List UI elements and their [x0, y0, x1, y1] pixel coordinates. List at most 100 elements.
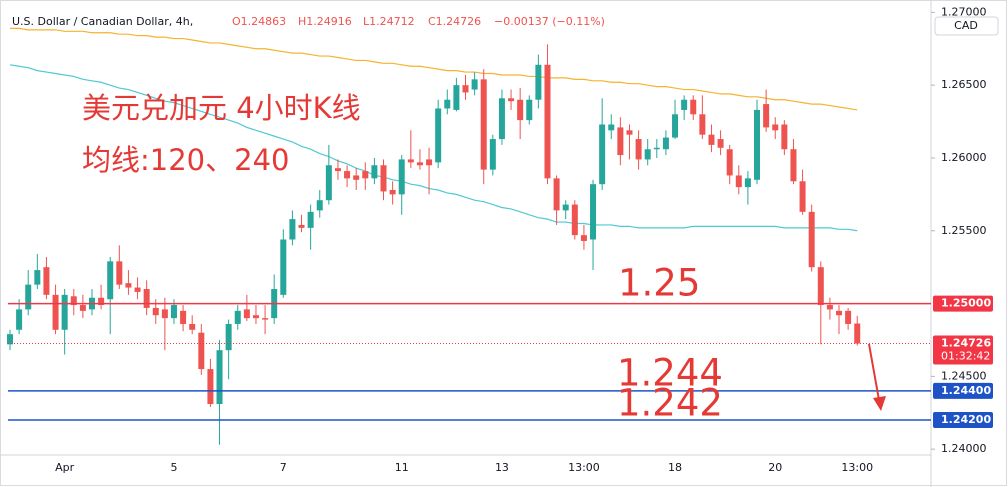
currency-box[interactable] [934, 16, 999, 36]
candle-body [763, 104, 770, 128]
x-tick-label: 13:00 [841, 461, 873, 474]
candle-body [608, 124, 615, 131]
x-tick-label: 20 [768, 461, 782, 474]
candle-body [161, 309, 168, 319]
x-tick-label: 13 [495, 461, 509, 474]
candle-body [371, 165, 378, 179]
moving-average-line [9, 64, 858, 232]
candle-body [262, 318, 269, 320]
candle-body [544, 64, 551, 179]
level-tag-label: 1.25000 [941, 297, 991, 310]
arrow-shaft [868, 343, 880, 401]
y-tick-label: 1.24000 [941, 442, 987, 455]
candle-body [125, 283, 132, 288]
candle-body [170, 305, 177, 319]
candle-body [672, 114, 679, 138]
axes: 1.24000 1.24500 1.25500 1.26000 1.26500 1.270… [55, 5, 993, 474]
candle-body [817, 267, 824, 306]
candle-body [553, 178, 560, 211]
candle-body [826, 305, 833, 310]
candle-body [590, 184, 597, 240]
candle-body [344, 171, 351, 179]
candle-body [289, 219, 296, 240]
candle-body [599, 124, 606, 185]
moving-average-line [10, 27, 858, 111]
candle-body [61, 294, 68, 330]
candle-body [462, 85, 469, 93]
candle-body [644, 149, 651, 160]
x-tick-label: 7 [280, 461, 287, 474]
candle-body [207, 369, 214, 405]
y-tick-label: 1.24500 [941, 369, 987, 382]
y-tick-label: 1.27000 [941, 5, 987, 18]
level-tag-label: 1.24200 [941, 413, 991, 426]
candle-body [107, 261, 114, 300]
candle-body [280, 239, 287, 295]
candle-body [380, 165, 387, 192]
candle-body [416, 162, 423, 166]
symbol-title: U.S. Dollar / Canadian Dollar, 4h, [12, 15, 193, 28]
candle-body [480, 79, 487, 170]
x-tick-label: 11 [395, 461, 409, 474]
candle-body [252, 315, 259, 319]
candle-body [580, 235, 587, 241]
candle-body [79, 305, 86, 311]
annotation: 均线:120、240 [82, 143, 289, 177]
arrow-head [873, 396, 886, 411]
candle-body [453, 85, 460, 110]
x-tick-label: 5 [170, 461, 177, 474]
candle-body [16, 309, 23, 330]
candle-body [808, 211, 815, 268]
candle-body [353, 175, 360, 180]
candle-body [508, 98, 515, 102]
candle-body [134, 287, 141, 292]
candle-body [7, 334, 13, 345]
candle-body [498, 98, 505, 140]
candle-body [426, 159, 433, 166]
candle-body [34, 270, 41, 285]
candle-body [435, 108, 442, 163]
candle-body [316, 200, 323, 211]
candle-body [116, 261, 123, 285]
candle-body [790, 149, 797, 182]
candle-body [799, 181, 806, 212]
candle-body [699, 114, 706, 135]
candle-body [362, 171, 369, 179]
candle-body [398, 159, 405, 195]
candle-body [334, 168, 341, 172]
candle-body [325, 165, 332, 201]
y-tick-label: 1.26000 [941, 151, 987, 164]
level-tag-label: 1.24400 [941, 384, 991, 397]
candle-body [152, 307, 159, 316]
candle-body [517, 99, 524, 121]
change-value: −0.00137 (−0.11%) [494, 15, 605, 28]
candle-body [754, 109, 761, 180]
candle-body [845, 310, 852, 324]
annotation: 1.25 [618, 262, 700, 305]
candle-body [772, 124, 779, 131]
candle-body [489, 139, 496, 170]
candle-body [626, 130, 633, 135]
currency-label[interactable]: CAD [954, 19, 978, 32]
y-tick-label: 1.25500 [941, 224, 987, 237]
candle-body [298, 224, 305, 228]
annotation: 1.244 [617, 352, 723, 395]
candle-body [444, 99, 451, 109]
x-tick-label: 13:00 [568, 461, 600, 474]
candle-body [635, 139, 642, 160]
countdown-label: 01:32:42 [941, 349, 990, 362]
candle-body [717, 139, 724, 148]
candle-body [98, 297, 105, 306]
candle-body [526, 99, 533, 121]
candle-body [225, 323, 232, 351]
candle-body [708, 134, 715, 145]
candle-body [653, 147, 660, 150]
candle-body [735, 175, 742, 188]
candle-body [836, 310, 843, 316]
candle-body [535, 64, 542, 100]
level-tag [933, 412, 993, 429]
candle-body [25, 284, 32, 310]
y-tick-label: 1.26500 [941, 78, 987, 91]
candle-body [180, 310, 187, 324]
